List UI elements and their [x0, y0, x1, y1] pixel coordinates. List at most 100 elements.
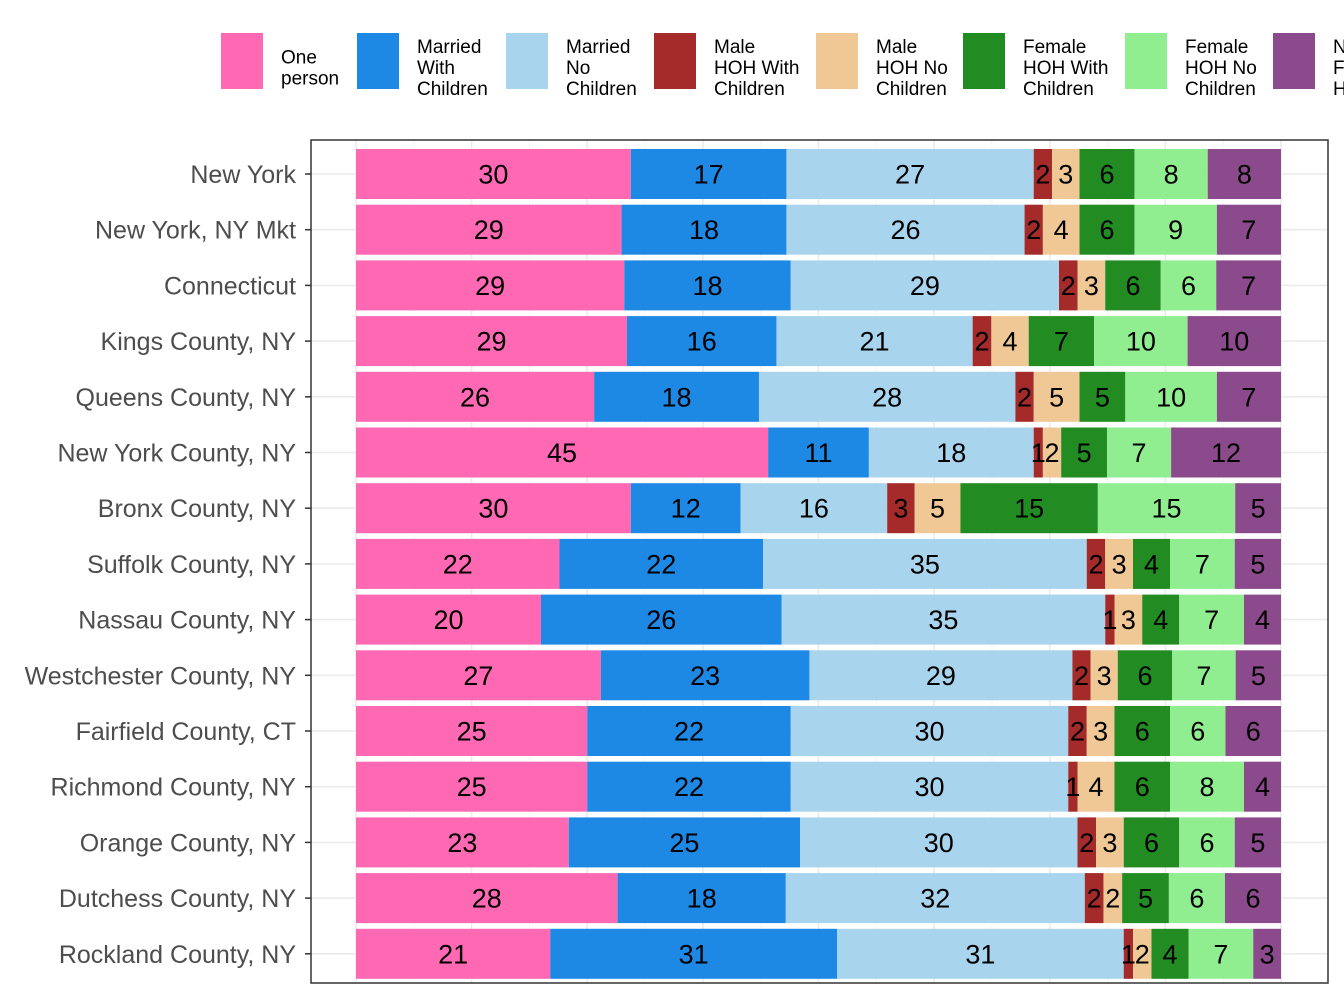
bar-segment [1090, 650, 1118, 701]
value-label: 4 [1162, 939, 1177, 969]
bar-segment [1105, 594, 1115, 645]
value-label: 5 [1250, 549, 1265, 579]
value-label: 18 [936, 438, 966, 468]
bar-segment [356, 761, 588, 812]
bar-segment [800, 817, 1078, 868]
value-label: 3 [1084, 271, 1099, 301]
bar-segment [809, 650, 1073, 701]
y-tick-label: New York County, NY [57, 440, 296, 468]
bar-segment [786, 204, 1025, 255]
value-label: 9 [1168, 215, 1183, 245]
value-label: 6 [1199, 828, 1214, 858]
value-label: 4 [1255, 605, 1270, 635]
value-label: 3 [1058, 160, 1073, 190]
value-label: 5 [1095, 382, 1110, 412]
value-label: 4 [1144, 549, 1159, 579]
value-label: 29 [910, 271, 940, 301]
value-label: 26 [646, 605, 676, 635]
value-label: 18 [662, 382, 692, 412]
bar-segment [600, 650, 810, 701]
bar-segment [1235, 650, 1281, 701]
value-label: 30 [478, 160, 508, 190]
value-label: 15 [1151, 494, 1181, 524]
value-label: 4 [1003, 327, 1018, 357]
value-label: 3 [893, 494, 908, 524]
value-label: 4 [1088, 772, 1103, 802]
bar-segment [356, 817, 569, 868]
value-label: 23 [447, 828, 477, 858]
bar-segment [1079, 149, 1135, 199]
value-label: 26 [890, 215, 920, 245]
value-label: 7 [1196, 661, 1211, 691]
y-tick-label: Suffolk County, NY [87, 551, 296, 579]
legend-label: Married No Children [566, 37, 637, 100]
value-label: 11 [804, 438, 832, 468]
bar-segment [1235, 483, 1281, 534]
y-tick-label: New York, NY Mkt [95, 217, 296, 245]
bar-segment [356, 149, 631, 199]
value-label: 10 [1219, 327, 1249, 357]
value-label: 6 [1246, 717, 1261, 747]
legend-key [506, 33, 548, 89]
bar-segment [1207, 149, 1281, 199]
value-label: 6 [1135, 717, 1150, 747]
y-tick-label: Kings County, NY [101, 328, 297, 356]
bar-segment [1170, 706, 1226, 756]
value-label: 20 [433, 605, 463, 635]
value-label: 6 [1099, 215, 1114, 245]
bar-segment [356, 538, 560, 589]
y-tick-label: New York [190, 161, 296, 189]
value-label: 27 [895, 160, 925, 190]
bar-segment [1068, 761, 1078, 812]
bar-segment [1170, 761, 1244, 812]
value-label: 27 [463, 661, 493, 691]
value-label: 31 [965, 939, 995, 969]
bar-segment [1072, 650, 1091, 701]
y-tick-label: Fairfield County, CT [76, 718, 296, 746]
bar-segment [781, 594, 1106, 645]
bar-segment [1151, 928, 1189, 979]
bar-segment [1114, 594, 1143, 645]
bar-segment [1234, 538, 1281, 589]
bar-segment [972, 316, 992, 367]
bar-segment [356, 371, 595, 422]
bar-segment [621, 204, 787, 255]
legend-key [357, 33, 399, 89]
bar-segment [1123, 817, 1180, 868]
bar-segment [626, 316, 777, 367]
value-label: 3 [1121, 605, 1136, 635]
bar-segment [1188, 928, 1254, 979]
value-label: 5 [1049, 382, 1064, 412]
bar-segment [356, 483, 631, 534]
value-label: 26 [460, 382, 490, 412]
value-label: 30 [914, 717, 944, 747]
value-label: 3 [1102, 828, 1117, 858]
y-tick-label: Bronx County, NY [98, 495, 297, 523]
value-label: 23 [690, 661, 720, 691]
bar-segment [624, 260, 791, 311]
bar-segment [914, 483, 961, 534]
bar-segment [1134, 204, 1217, 255]
bar-segment [1079, 204, 1135, 255]
bar-segment [1179, 594, 1244, 645]
value-label: 16 [799, 494, 829, 524]
value-label: 31 [679, 939, 709, 969]
bar-segment [960, 483, 1098, 534]
value-label: 7 [1054, 327, 1069, 357]
value-label: 2 [1074, 661, 1089, 691]
value-label: 18 [689, 215, 719, 245]
value-label: 22 [443, 549, 473, 579]
bar-segment [1122, 873, 1169, 924]
bar-segment [1179, 817, 1235, 868]
bar-segment [1160, 260, 1217, 311]
bar-segment [1142, 594, 1180, 645]
value-label: 7 [1132, 438, 1147, 468]
bar-segment [1187, 316, 1281, 367]
value-label: 22 [646, 549, 676, 579]
value-label: 2 [1087, 884, 1102, 914]
bar-segment [1024, 204, 1043, 255]
value-label: 15 [1014, 494, 1044, 524]
value-label: 28 [872, 382, 902, 412]
legend-key [1125, 33, 1167, 89]
